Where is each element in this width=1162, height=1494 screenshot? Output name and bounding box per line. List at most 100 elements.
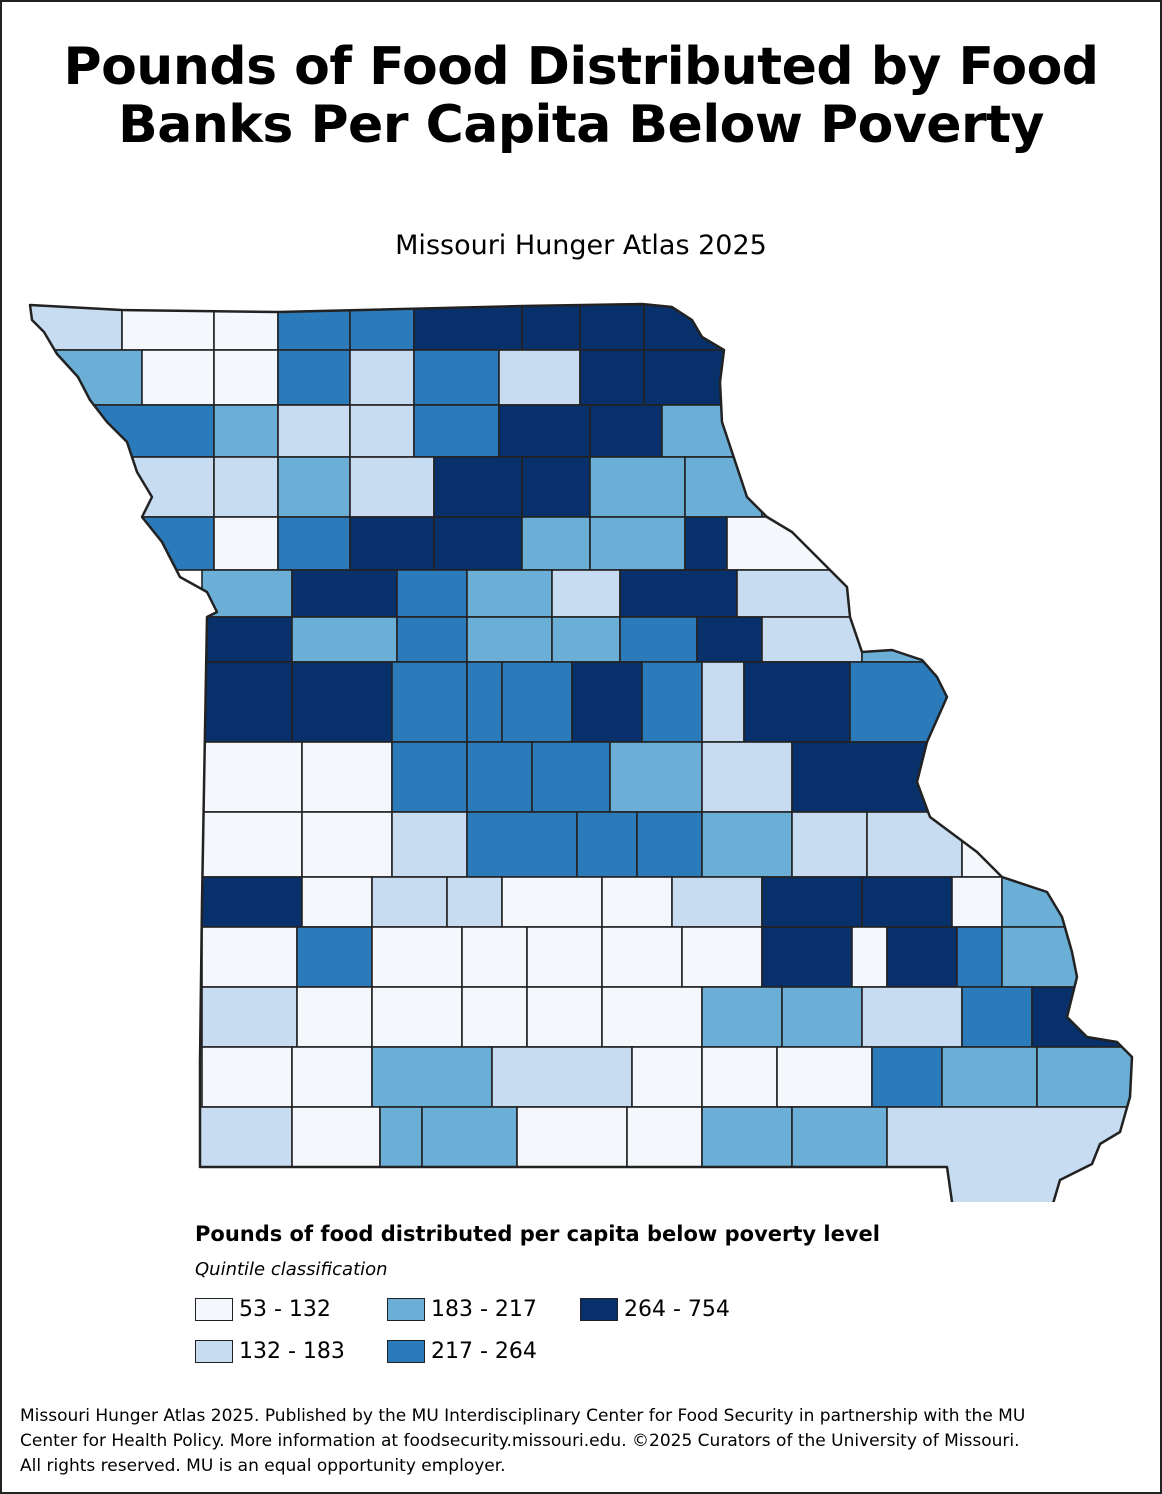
county-r15-c6	[626, 1106, 703, 1202]
county-r12-c7	[681, 926, 763, 988]
title-line-2: Banks Per Capita Below Poverty	[118, 95, 1044, 155]
county-r1-c7	[521, 304, 581, 351]
county-r8-c1	[201, 661, 293, 743]
county-r7-c1	[201, 616, 293, 663]
county-r4-c2	[213, 456, 279, 518]
county-r9-c5	[531, 741, 611, 813]
county-r10-c4	[466, 811, 578, 878]
county-r3-c6	[498, 404, 591, 458]
county-r9-c2	[301, 741, 393, 813]
county-r7-c2	[291, 616, 398, 663]
county-r4-c3	[277, 456, 351, 518]
county-r7-c8	[761, 616, 863, 663]
county-r1-c8	[579, 304, 645, 351]
county-r1-c6	[413, 304, 523, 351]
county-r14-c10	[1036, 1046, 1132, 1108]
county-r8-c5	[501, 661, 573, 743]
county-r3-c2	[213, 404, 279, 458]
county-r13-c9	[861, 986, 963, 1048]
county-r11-c11	[1001, 876, 1083, 928]
county-r6-c2	[291, 569, 398, 618]
county-r11-c3	[371, 876, 448, 928]
county-r1-c5	[349, 304, 415, 351]
county-r3-c5	[413, 404, 500, 458]
legend-label-class-4: 217 - 264	[431, 1339, 537, 1364]
county-r14-c9	[941, 1046, 1038, 1108]
county-r9-c6	[609, 741, 703, 813]
county-r15-c3	[379, 1106, 423, 1202]
county-r4-c8	[684, 456, 763, 518]
county-r2-c6	[413, 349, 500, 406]
county-r11-c2	[301, 876, 373, 928]
county-r6-c3	[396, 569, 468, 618]
county-r2-c5	[349, 349, 415, 406]
county-r2-c9	[643, 349, 728, 406]
county-r14-c7	[776, 1046, 873, 1108]
county-r5-c3	[277, 516, 351, 571]
county-r13-c5	[526, 986, 603, 1048]
county-r11-c9	[861, 876, 953, 928]
county-r4-c1	[30, 456, 215, 518]
footer-line-1: Missouri Hunger Atlas 2025. Published by…	[20, 1406, 1026, 1426]
county-r12-c11	[956, 926, 1003, 988]
county-r10-c8	[791, 811, 868, 878]
county-r15-c8	[791, 1106, 888, 1202]
county-r14-c3	[371, 1046, 493, 1108]
footer-line-2: Center for Health Policy. More informati…	[20, 1431, 1020, 1451]
county-r9-c3	[391, 741, 468, 813]
county-r7-c4	[466, 616, 553, 663]
title-line-1: Pounds of Food Distributed by Food	[63, 37, 1099, 97]
county-r13-c3	[371, 986, 463, 1048]
county-r7-c5	[551, 616, 621, 663]
county-r15-c9	[886, 1106, 1132, 1202]
map-subtitle: Missouri Hunger Atlas 2025	[395, 230, 767, 261]
county-r5-c2	[213, 516, 279, 571]
county-r14-c5	[631, 1046, 703, 1108]
county-r11-c6	[601, 876, 673, 928]
county-r4-c7	[589, 456, 686, 518]
county-r5-c5	[433, 516, 523, 571]
county-r8-c6	[571, 661, 643, 743]
county-r9-c8	[791, 741, 1003, 813]
county-r2-c8	[579, 349, 645, 406]
county-r10-c7	[701, 811, 793, 878]
county-r14-c1	[201, 1046, 293, 1108]
legend-label-class-1: 53 - 132	[239, 1297, 331, 1322]
county-r5-c8	[684, 516, 728, 571]
county-r12-c10	[886, 926, 958, 988]
legend-subtitle: Quintile classification	[195, 1259, 388, 1280]
legend-swatch-class-5	[580, 1298, 618, 1321]
county-r11-c10	[951, 876, 1003, 928]
county-r12-c6	[601, 926, 683, 988]
county-r1-c1	[30, 304, 123, 351]
county-r12-c3	[371, 926, 463, 988]
county-r12-c12	[1001, 926, 1083, 988]
county-r14-c8	[871, 1046, 943, 1108]
county-r15-c7	[701, 1106, 793, 1202]
county-r7-c7	[696, 616, 763, 663]
legend-swatch-class-2	[195, 1340, 233, 1363]
legend-swatch-class-4	[387, 1340, 425, 1363]
county-r6-c6	[619, 569, 738, 618]
county-r3-c8	[661, 404, 763, 458]
county-r3-c4	[349, 404, 415, 458]
county-r4-c5	[433, 456, 523, 518]
county-r11-c8	[761, 876, 863, 928]
county-r13-c4	[461, 986, 528, 1048]
county-r7-c9	[861, 616, 963, 663]
county-r8-c7	[641, 661, 703, 743]
county-r15-c5	[516, 1106, 628, 1202]
map-title: Pounds of Food Distributed by Food Banks…	[2, 38, 1160, 154]
county-r2-c1	[30, 349, 143, 406]
legend-item-class-5: 264 - 754	[580, 1297, 730, 1322]
county-r13-c2	[296, 986, 373, 1048]
county-r6-c4	[466, 569, 553, 618]
county-r5-c7	[589, 516, 686, 571]
legend-item-class-4: 217 - 264	[387, 1339, 537, 1364]
county-r3-c7	[589, 404, 663, 458]
county-r8-c9	[743, 661, 851, 743]
county-r12-c8	[761, 926, 853, 988]
legend-label-class-2: 132 - 183	[239, 1339, 345, 1364]
county-r1-c9	[643, 304, 743, 351]
